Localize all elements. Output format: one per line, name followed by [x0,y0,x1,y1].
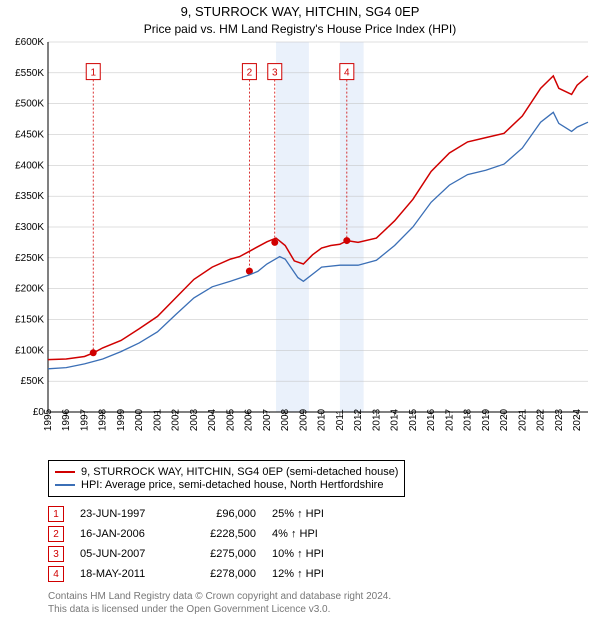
transaction-date: 16-JAN-2006 [80,528,170,540]
svg-text:3: 3 [272,68,278,79]
transaction-row: 2 16-JAN-2006 £228,500 4% ↑ HPI [48,526,362,542]
transaction-price: £278,000 [186,568,256,580]
svg-text:£50K: £50K [21,376,45,387]
svg-text:1: 1 [90,68,96,79]
footer-line2: This data is licensed under the Open Gov… [48,603,391,616]
svg-text:£600K: £600K [15,37,44,48]
footer-line1: Contains HM Land Registry data © Crown c… [48,590,391,603]
svg-text:£300K: £300K [15,222,44,233]
transaction-row: 4 18-MAY-2011 £278,000 12% ↑ HPI [48,566,362,582]
transactions-table: 1 23-JUN-1997 £96,000 25% ↑ HPI 2 16-JAN-2006… [48,502,362,586]
transaction-marker: 4 [48,566,64,582]
transaction-date: 23-JUN-1997 [80,508,170,520]
svg-text:£450K: £450K [15,130,44,141]
transaction-diff: 25% ↑ HPI [272,508,362,520]
transaction-date: 18-MAY-2011 [80,568,170,580]
svg-text:2: 2 [247,68,253,79]
footer-attribution: Contains HM Land Registry data © Crown c… [48,590,391,616]
price-chart: £0£50K£100K£150K£200K£250K£300K£350K£400… [0,0,600,460]
transaction-price: £275,000 [186,548,256,560]
transaction-row: 1 23-JUN-1997 £96,000 25% ↑ HPI [48,506,362,522]
svg-text:£550K: £550K [15,68,44,79]
legend-swatch [55,471,75,473]
transaction-price: £228,500 [186,528,256,540]
svg-text:£500K: £500K [15,99,44,110]
legend-item: 9, STURROCK WAY, HITCHIN, SG4 0EP (semi-… [55,466,398,478]
transaction-price: £96,000 [186,508,256,520]
svg-text:4: 4 [344,68,350,79]
transaction-diff: 4% ↑ HPI [272,528,362,540]
transaction-diff: 12% ↑ HPI [272,568,362,580]
svg-text:£150K: £150K [15,315,44,326]
svg-text:£350K: £350K [15,191,44,202]
legend-swatch [55,484,75,486]
legend-label: 9, STURROCK WAY, HITCHIN, SG4 0EP (semi-… [81,466,398,478]
transaction-marker: 2 [48,526,64,542]
svg-text:£200K: £200K [15,284,44,295]
transaction-diff: 10% ↑ HPI [272,548,362,560]
legend-label: HPI: Average price, semi-detached house,… [81,479,383,491]
transaction-row: 3 05-JUN-2007 £275,000 10% ↑ HPI [48,546,362,562]
transaction-marker: 3 [48,546,64,562]
transaction-date: 05-JUN-2007 [80,548,170,560]
svg-text:£400K: £400K [15,160,44,171]
legend: 9, STURROCK WAY, HITCHIN, SG4 0EP (semi-… [48,460,405,497]
svg-text:£250K: £250K [15,253,44,264]
svg-text:£100K: £100K [15,345,44,356]
transaction-marker: 1 [48,506,64,522]
legend-item: HPI: Average price, semi-detached house,… [55,479,398,491]
